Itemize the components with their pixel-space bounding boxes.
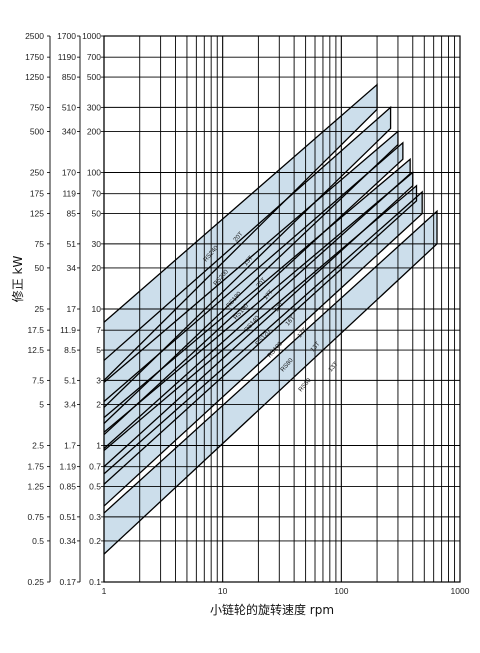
x-tick-label: 10 (218, 586, 228, 596)
y-tick-label: 200 (87, 126, 101, 136)
y-tick-label: 2 (96, 399, 101, 409)
x-axis-title: 小链轮的旋转速度 rpm (210, 602, 334, 617)
band-outline-rs80 (103, 190, 423, 507)
y-tick-label: 175 (30, 189, 44, 199)
y-tick-label: 2.5 (32, 441, 44, 451)
y-tick-label: 11.9 (60, 325, 76, 335)
y-tick-label: 1.7 (64, 441, 76, 451)
y-tick-label: 1.75 (27, 462, 44, 472)
y-tick-label: 125 (30, 209, 44, 219)
y-tick-label: 0.25 (27, 577, 44, 587)
y-tick-label: 0.2 (89, 536, 101, 546)
y-tick-label: 500 (87, 72, 101, 82)
y-tick-label: 0.51 (59, 512, 76, 522)
y-tick-label: 0.1 (89, 577, 101, 587)
y-tick-label: 12.5 (27, 345, 44, 355)
y-tick-label: 300 (87, 102, 101, 112)
y-tick-label: 0.5 (32, 536, 44, 546)
y-tick-label: 0.85 (59, 482, 76, 492)
band-rs80 (104, 191, 423, 507)
y-tick-label: 1.25 (27, 482, 44, 492)
y-tick-label: 250 (30, 168, 44, 178)
y-tick-label: 0.5 (89, 482, 101, 492)
y-tick-label: 10 (92, 304, 102, 314)
y-tick-label: 17.5 (27, 325, 44, 335)
y-tick-label: 700 (87, 52, 101, 62)
y-tick-label: 1.19 (59, 462, 76, 472)
y-tick-label: 0.34 (59, 536, 76, 546)
band-outline-rs60 (103, 209, 438, 555)
y-tick-label: 17 (67, 304, 77, 314)
band-outline-rs140 (103, 157, 411, 450)
y-tick-label: 1750 (25, 52, 44, 62)
y-tick-label: 3 (96, 375, 101, 385)
band-outline-rs120 (103, 171, 414, 468)
x-tick-label: 1000 (451, 586, 470, 596)
y-tick-label: 34 (67, 263, 77, 273)
y-tick-label: 70 (92, 189, 102, 199)
y-tick-label: 1000 (82, 31, 101, 41)
y-tick-label: 0.7 (89, 462, 101, 472)
y-tick-label: 510 (62, 102, 76, 112)
y-tick-label: 5 (96, 345, 101, 355)
y-tick-label: 25 (35, 304, 45, 314)
y-tick-label: 20 (92, 263, 102, 273)
band-outline-rs240 (103, 83, 378, 381)
y-tick-label: 1250 (25, 72, 44, 82)
band-outline-rs160 (103, 141, 404, 436)
y-tick-label: 2500 (25, 31, 44, 41)
y-tick-label: 30 (92, 239, 102, 249)
y-tick-label: 50 (92, 209, 102, 219)
y-tick-label: 750 (30, 102, 44, 112)
band-outline-rs100 (103, 184, 418, 485)
band-outline-rs180 (103, 129, 399, 424)
y-axis-title: 修正 kW (10, 256, 25, 303)
y-tick-label: 8.5 (64, 345, 76, 355)
y-tick-label: 51 (67, 239, 77, 249)
x-tick-label: 100 (334, 586, 348, 596)
y-tick-label: 0.17 (59, 577, 76, 587)
y-tick-label: 850 (62, 72, 76, 82)
y-tick-label: 75 (35, 239, 45, 249)
y-tick-label: 5 (39, 399, 44, 409)
y-tick-label: 100 (87, 168, 101, 178)
y-tick-label: 119 (62, 189, 76, 199)
band-outline-rs200 (103, 105, 392, 408)
y-tick-label: 500 (30, 126, 44, 136)
y-tick-label: 1 (96, 441, 101, 451)
y-tick-label: 1700 (57, 31, 76, 41)
y-tick-label: 0.75 (27, 512, 44, 522)
y-tick-label: 0.3 (89, 512, 101, 522)
x-tick-label: 1 (102, 586, 107, 596)
y-tick-label: 3.4 (64, 399, 76, 409)
y-tick-label: 7 (96, 325, 101, 335)
y-tick-label: 85 (67, 209, 77, 219)
y-tick-label: 7.5 (32, 375, 44, 385)
y-tick-label: 170 (62, 168, 76, 178)
y-tick-label: 1190 (58, 52, 77, 62)
y-tick-label: 340 (62, 126, 76, 136)
y-tick-label: 5.1 (64, 375, 76, 385)
y-tick-label: 50 (35, 263, 45, 273)
